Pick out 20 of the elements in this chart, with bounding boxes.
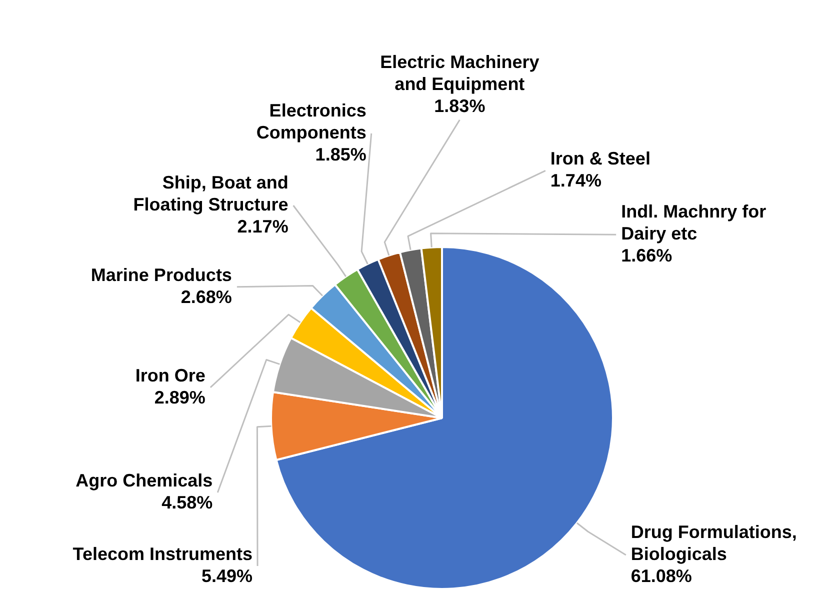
data-label: 2.89%: [154, 387, 206, 408]
data-label: 61.08%: [630, 566, 692, 586]
slice-label: Electronics Components: [256, 100, 366, 142]
data-label: 1.85%: [315, 144, 366, 164]
data-label: 5.49%: [201, 566, 253, 586]
data-label: 2.68%: [180, 286, 232, 307]
slice-label: Iron & Steel: [550, 148, 650, 169]
slice-label: Telecom Instruments: [72, 544, 253, 564]
slice-label: Indl. Machnry for Dairy etc: [621, 202, 766, 244]
data-label: 1.83%: [434, 96, 486, 116]
slice-label: Drug Formulations, Biologicals: [630, 522, 797, 564]
slice-label: Iron Ore: [135, 365, 206, 386]
data-label: 1.74%: [550, 170, 602, 191]
data-label: 4.58%: [162, 492, 213, 512]
slice-label: Agro Chemicals: [76, 470, 213, 490]
data-label: 1.66%: [621, 246, 672, 266]
data-label: 2.17%: [237, 216, 288, 236]
slice-label: Electric Machinery and Equipment: [380, 52, 540, 94]
slice-label: Marine Products: [90, 264, 232, 285]
slice-label: Ship, Boat and Floating Structure: [133, 172, 288, 214]
